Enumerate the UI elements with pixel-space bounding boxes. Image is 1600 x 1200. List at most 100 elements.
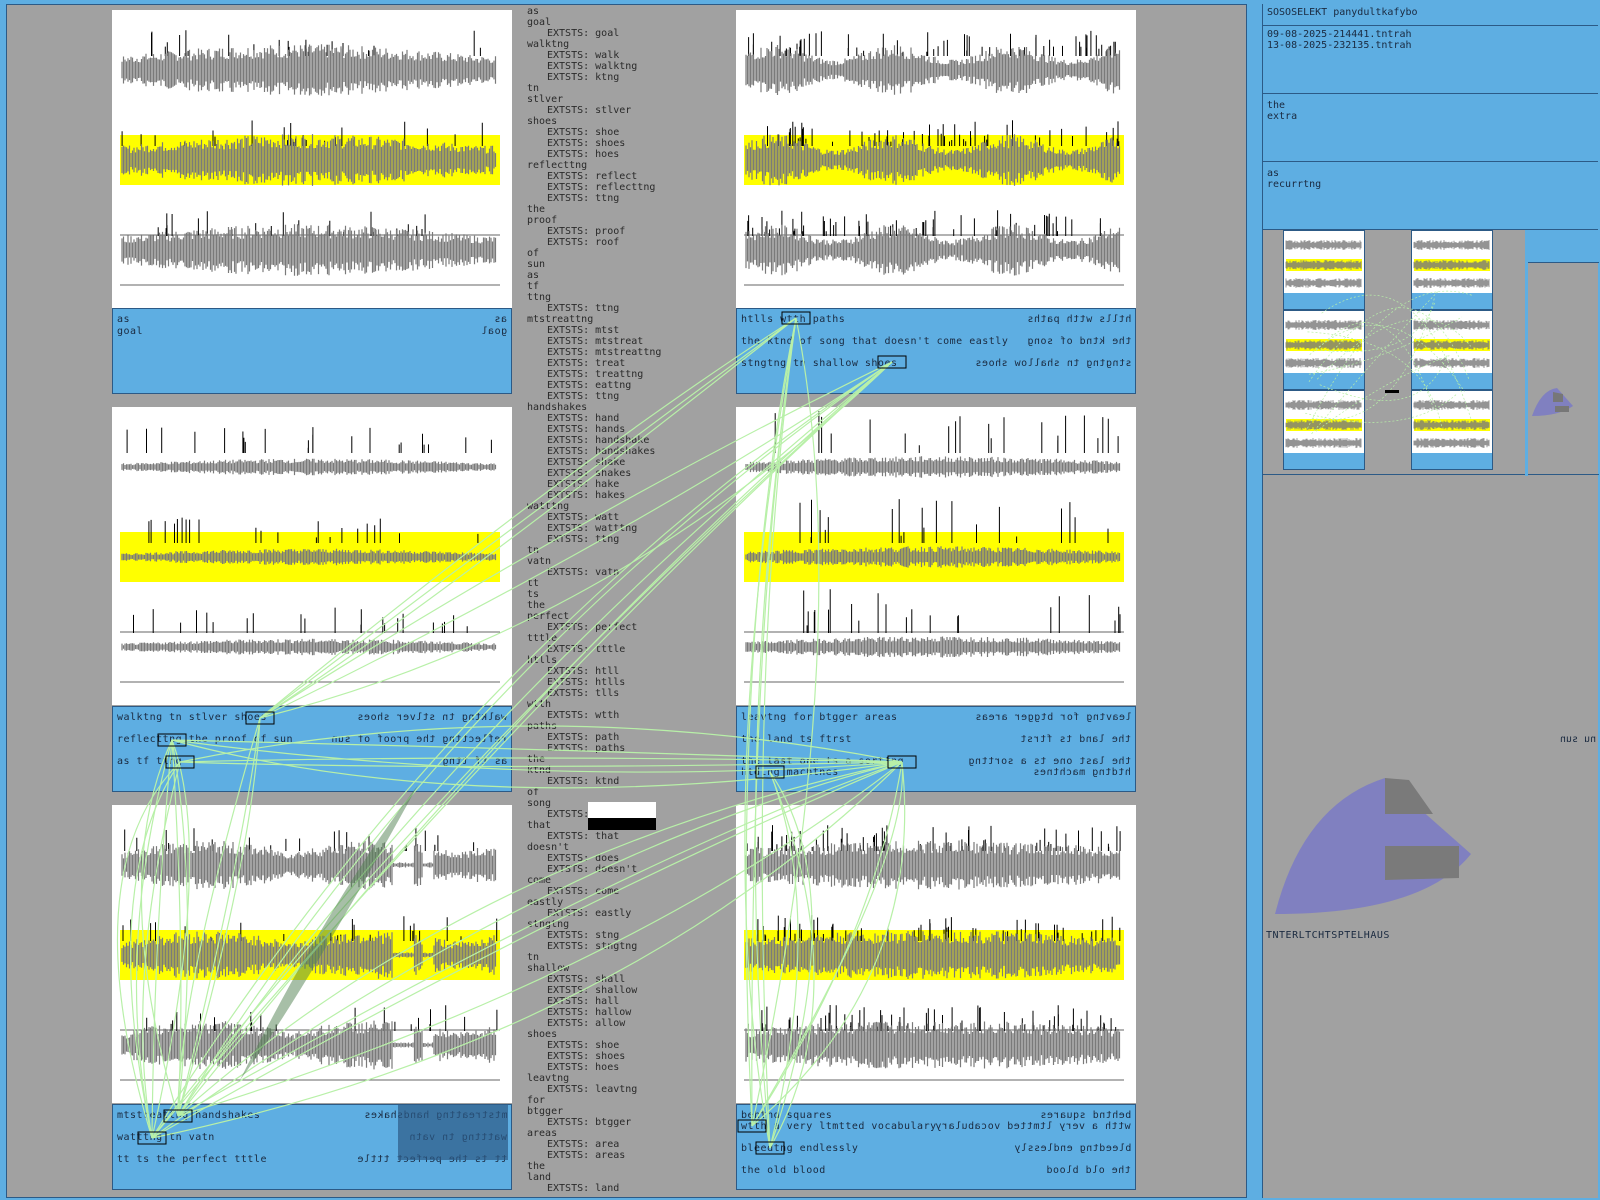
session-files: 09-08-2025-214441.tntrah 13-08-2025-2321… <box>1263 26 1598 94</box>
word-entry[interactable]: htlls <box>527 655 558 666</box>
exists-entry: EXTSTS: watttng <box>547 523 638 534</box>
exists-entry: EXTSTS: leavtng <box>547 1084 638 1095</box>
word-entry[interactable]: ts <box>527 589 540 600</box>
word-entry[interactable]: shoes <box>527 116 558 127</box>
word-entry[interactable]: tn <box>527 545 540 556</box>
word-entry[interactable]: land <box>527 1172 552 1183</box>
word-entry[interactable]: mtstreattng <box>527 314 594 325</box>
word-entry[interactable]: tn <box>527 952 540 963</box>
word-entry[interactable]: sun <box>527 259 546 270</box>
lyric-row: leavtng for btgger areas leavtng for btgg… <box>741 711 1131 725</box>
word-entry[interactable]: as <box>527 6 540 17</box>
word-entry[interactable]: perfect <box>527 611 570 622</box>
exists-entry: EXTSTS: ttng <box>547 391 620 402</box>
word-entry[interactable]: handshakes <box>527 402 588 413</box>
word-entry[interactable]: the <box>527 600 546 611</box>
word-entry[interactable]: watttng <box>527 501 570 512</box>
word-entry[interactable]: eastly <box>527 897 564 908</box>
waveform-panel-4[interactable] <box>736 407 1136 705</box>
lyric-mirror-text: stngtng tn shallow shoes <box>974 358 1132 369</box>
exists-entry: EXTSTS: that <box>547 831 620 842</box>
word-entry[interactable]: paths <box>527 721 558 732</box>
minimap-label <box>1412 373 1492 389</box>
exists-entry: EXTSTS: shall <box>547 974 626 985</box>
exists-entry: EXTSTS: come <box>547 886 620 897</box>
word-entry[interactable]: leavtng <box>527 1073 570 1084</box>
waveform-svg <box>744 30 1124 286</box>
peak-markers <box>774 411 1119 453</box>
lyric-mirror-text: walktng tn stlver shoes <box>357 712 507 723</box>
minimap-panel[interactable] <box>1283 390 1365 470</box>
lyric-mirror-text: as tf ttng <box>441 756 507 767</box>
lyric-box-3[interactable]: walktng tn stlver shoes walktng tn stlver… <box>112 706 512 792</box>
waveform-trace <box>745 224 1121 276</box>
minimap-panel[interactable] <box>1283 230 1365 310</box>
lyric-mirror-text: htlls wtth paths <box>1026 314 1131 325</box>
minimap-panel[interactable] <box>1283 310 1365 390</box>
minimap-panel[interactable] <box>1411 390 1493 470</box>
waveform-panel-2[interactable] <box>736 10 1136 308</box>
word-entry[interactable]: ttng <box>527 292 552 303</box>
minimap-panel[interactable] <box>1411 230 1493 310</box>
word-entry[interactable]: wtth <box>527 699 552 710</box>
word-entry[interactable]: ktnd <box>527 765 552 776</box>
minimap-waveform <box>1285 320 1362 368</box>
word-entry[interactable]: tttle <box>527 633 558 644</box>
waveform-panel-5[interactable] <box>112 805 512 1103</box>
word-entry[interactable]: of <box>527 787 540 798</box>
word-entry[interactable]: stlver <box>527 94 564 105</box>
minimap-scrollbar[interactable] <box>1525 230 1528 476</box>
minimap-waveform <box>1285 240 1362 288</box>
word-entry[interactable]: come <box>527 875 552 886</box>
word-entry[interactable]: the <box>527 204 546 215</box>
lyric-row: reflecttng the proof of sun reflecttng th… <box>117 733 507 747</box>
minimap-tab[interactable] <box>1527 230 1599 263</box>
word-entry[interactable]: stngtng <box>527 919 570 930</box>
word-entry[interactable]: goal <box>527 17 552 28</box>
word-entry[interactable]: shallow <box>527 963 570 974</box>
overview-minimap[interactable] <box>1283 230 1527 470</box>
word-entry[interactable]: tt <box>527 578 540 589</box>
lyric-text: as tf ttng <box>117 756 183 767</box>
lyric-box-2[interactable]: htlls wtth paths htlls wtth paths the ktn… <box>736 308 1136 394</box>
word-box-extra[interactable]: the extra <box>1263 94 1598 162</box>
lyric-mirror-text: reflecttng the proof of sun <box>330 734 507 745</box>
lyric-box-6[interactable]: behtnd squares behtnd squares wtth a very… <box>736 1104 1136 1190</box>
word-entry[interactable]: the <box>527 754 546 765</box>
word-entry[interactable]: areas <box>527 1128 558 1139</box>
waveform-trace <box>121 44 497 96</box>
waveform-trace <box>121 638 497 656</box>
lyric-box-4[interactable]: leavtng for btgger areas leavtng for btgg… <box>736 706 1136 792</box>
word-entry[interactable]: tf <box>527 281 540 292</box>
exists-entry: EXTSTS: area <box>547 1139 620 1150</box>
word-entry[interactable]: for <box>527 1095 546 1106</box>
exists-entry: EXTSTS: shoe <box>547 1040 620 1051</box>
lyric-box-1[interactable]: as as goal goal <box>112 308 512 394</box>
word-entry[interactable]: tn <box>527 83 540 94</box>
word-entry[interactable]: walktng <box>527 39 570 50</box>
waveform-panel-3[interactable] <box>112 407 512 705</box>
word-entry[interactable]: of <box>527 248 540 259</box>
session-file[interactable]: 13-08-2025-232135.tntrah <box>1267 40 1412 51</box>
word-entry[interactable]: reflecttng <box>527 160 588 171</box>
waveform-panel-6[interactable] <box>736 805 1136 1103</box>
lyric-box-5[interactable]: mtstreattng handshakes mtstreattng handsh… <box>112 1104 512 1190</box>
lyric-text: as <box>117 314 131 325</box>
lyric-row: as tf ttng as tf ttng <box>117 755 507 769</box>
exists-entry: EXTSTS: htlls <box>547 677 626 688</box>
word-box-recurring[interactable]: as recurrtng <box>1263 162 1598 230</box>
lyric-text: stngtng tn shallow shoes <box>741 358 898 369</box>
exists-entry: EXTSTS: hands <box>547 424 626 435</box>
exists-entry: EXTSTS: mtstreat <box>547 336 644 347</box>
word-entry[interactable]: the <box>527 1161 546 1172</box>
word-entry[interactable]: btgger <box>527 1106 564 1117</box>
word-entry[interactable]: shoes <box>527 1029 558 1040</box>
word-entry[interactable]: vatn <box>527 556 552 567</box>
session-file[interactable]: 09-08-2025-214441.tntrah <box>1267 29 1412 40</box>
word-entry[interactable]: doesn't <box>527 842 570 853</box>
peak-markers <box>747 210 1101 236</box>
waveform-panel-1[interactable] <box>112 10 512 308</box>
word-entry[interactable]: proof <box>527 215 558 226</box>
word-entry[interactable]: as <box>527 270 540 281</box>
lyric-row: the old blood the old blood <box>741 1164 1131 1178</box>
